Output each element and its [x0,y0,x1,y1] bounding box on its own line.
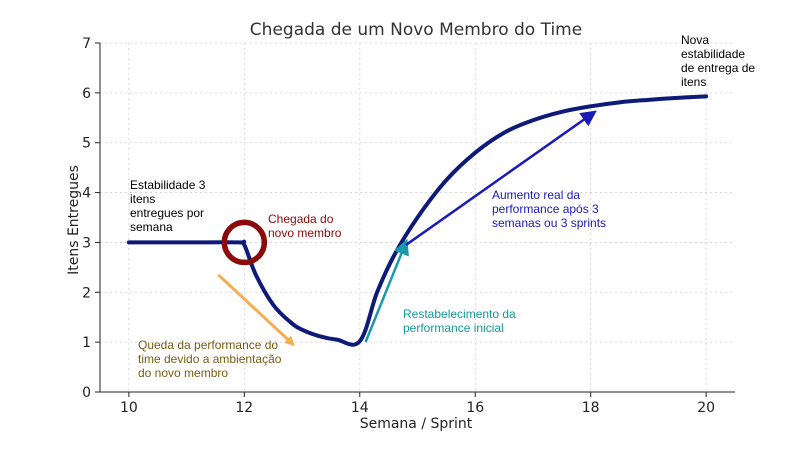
y-axis-ticks: 0 1 2 3 4 5 6 7 [82,36,100,401]
annotation-stability-line: semana [130,220,173,234]
chart-title: Chegada de um Novo Membro do Time [250,20,582,40]
annotation-marks [217,110,597,346]
annotation-arrival-line: novo membro [268,226,342,240]
annotation-drop-line: Queda da performance do [138,338,278,352]
y-axis-label: Itens Entregues [66,165,82,275]
y-tick-label: 1 [82,335,91,351]
y-tick-label: 5 [82,136,91,152]
annotation-stability-line: entregues por [130,206,204,220]
x-tick-label: 20 [697,400,715,416]
x-tick-label: 18 [582,400,600,416]
x-tick-label: 14 [351,400,369,416]
annotation-drop-line: do novo membro [138,366,228,380]
series-group [126,94,709,347]
annotation-new-stability: Nova estabilidade de entrega de itens [681,33,755,89]
annotation-recovery: Restabelecimento da performance inicial [403,307,516,335]
annotation-growth-line: Aumento real da [492,188,580,202]
y-tick-label: 6 [82,86,91,102]
annotation-recovery-line: performance inicial [403,321,504,335]
growth-arrow [405,110,597,246]
annotation-growth-line: performance após 3 [492,202,599,216]
y-tick-label: 4 [82,186,91,202]
arrival-circle-marker [221,219,268,266]
annotation-new-stability-line: estabilidade [681,47,745,61]
recovery-arrow [364,238,409,343]
annotation-drop-line: time devido a ambientação [138,352,282,366]
annotation-recovery-line: Restabelecimento da [403,307,516,321]
annotation-new-stability-line: itens [681,75,706,89]
annotation-stability-line: Estabilidade 3 [130,178,206,192]
y-tick-label: 2 [82,285,91,301]
x-tick-label: 16 [466,400,484,416]
annotation-drop: Queda da performance do time devido a amb… [138,338,282,380]
annotation-arrival-line: Chegada do [268,212,334,226]
plot-frame [99,43,735,393]
y-tick-label: 0 [82,385,91,401]
y-tick-label: 3 [82,235,91,251]
x-axis-label: Semana / Sprint [360,416,473,432]
drop-arrow [217,273,295,346]
y-tick-label: 7 [82,36,91,52]
annotation-stability-line: itens [130,192,155,206]
annotation-new-stability-line: de entrega de [681,61,755,75]
annotation-new-stability-line: Nova [681,33,709,47]
annotation-growth: Aumento real da performance após 3 semanas… [492,188,606,230]
x-tick-label: 12 [235,400,253,416]
annotation-stability: Estabilidade 3 itens entregues por semana [130,178,206,234]
series-line [126,94,709,347]
annotation-arrival: Chegada do novo membro [268,212,342,240]
annotation-growth-line: semanas ou 3 sprints [492,216,606,230]
x-tick-label: 10 [120,400,138,416]
annotations: Estabilidade 3 itens entregues por semanaCh… [130,33,755,380]
x-axis-ticks: 10 12 14 16 18 20 [120,392,715,416]
